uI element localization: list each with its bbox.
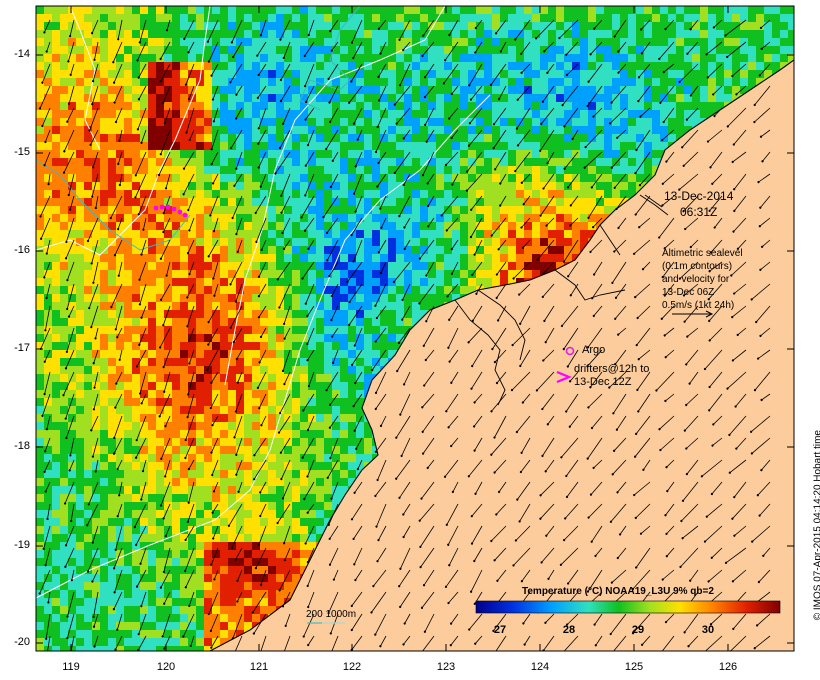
altimetry-note-4: 13-Dec 06Z [662,287,715,298]
y-tick-label: -18 [14,440,30,452]
altimetry-note-1: Altimetric sealevel [662,248,743,259]
map-time: 06:31Z [680,205,718,219]
drifter-note-2: 13-Dec 12Z [574,376,632,388]
bathymetry-label: 200 1000m [306,609,357,620]
colorbar-tick: 28 [562,624,576,636]
altimetry-note-2: (0.1m contours) [662,261,733,272]
colorbar-tick: 30 [701,624,715,636]
drifter-track [153,204,188,218]
coastal-islands [454,194,669,406]
map-date: 13-Dec-2014 [664,189,734,203]
colorbar-title: Temperature (°C) NOAA19_L3U 9% qb=2 [522,586,714,597]
axis-ticks [36,6,794,651]
y-tick-label: -15 [14,146,30,158]
x-tick-label: 120 [156,661,176,673]
altimetry-note-3: and velocity for [662,274,730,285]
x-tick-label: 119 [62,661,80,673]
colorbar-tick: 29 [631,624,645,636]
x-tick-label: 126 [718,661,738,673]
x-tick-label: 124 [530,661,550,673]
y-tick-label: -17 [14,342,30,354]
velocity-vectors [38,19,771,651]
velocity-scale-arrowhead [705,310,714,318]
drifter-note-1: drifters@12h to [574,363,650,375]
date-pointer [644,194,663,208]
colorbar-tick: 27 [493,624,507,636]
altimetry-note-5: 0.5m/s (1kt 24h) [662,300,735,311]
y-tick-label: -16 [14,244,30,256]
x-tick-label: 122 [342,661,362,673]
x-tick-label: 125 [624,661,644,673]
land-mass [210,6,794,651]
y-tick-label: -19 [14,539,30,551]
imos-credit: © IMOS 07-Apr-2015 04:14:20 Hobart time [812,430,820,620]
y-tick-label: -14 [14,48,30,60]
x-tick-label: 123 [436,661,456,673]
drifter-legend-marker [556,370,572,384]
argo-label: Argo [582,344,606,356]
colorbar [475,600,781,614]
argo-legend-marker [565,346,575,356]
y-tick-label: -20 [14,636,30,648]
plot-frame [35,5,795,652]
x-tick-label: 121 [249,661,269,673]
